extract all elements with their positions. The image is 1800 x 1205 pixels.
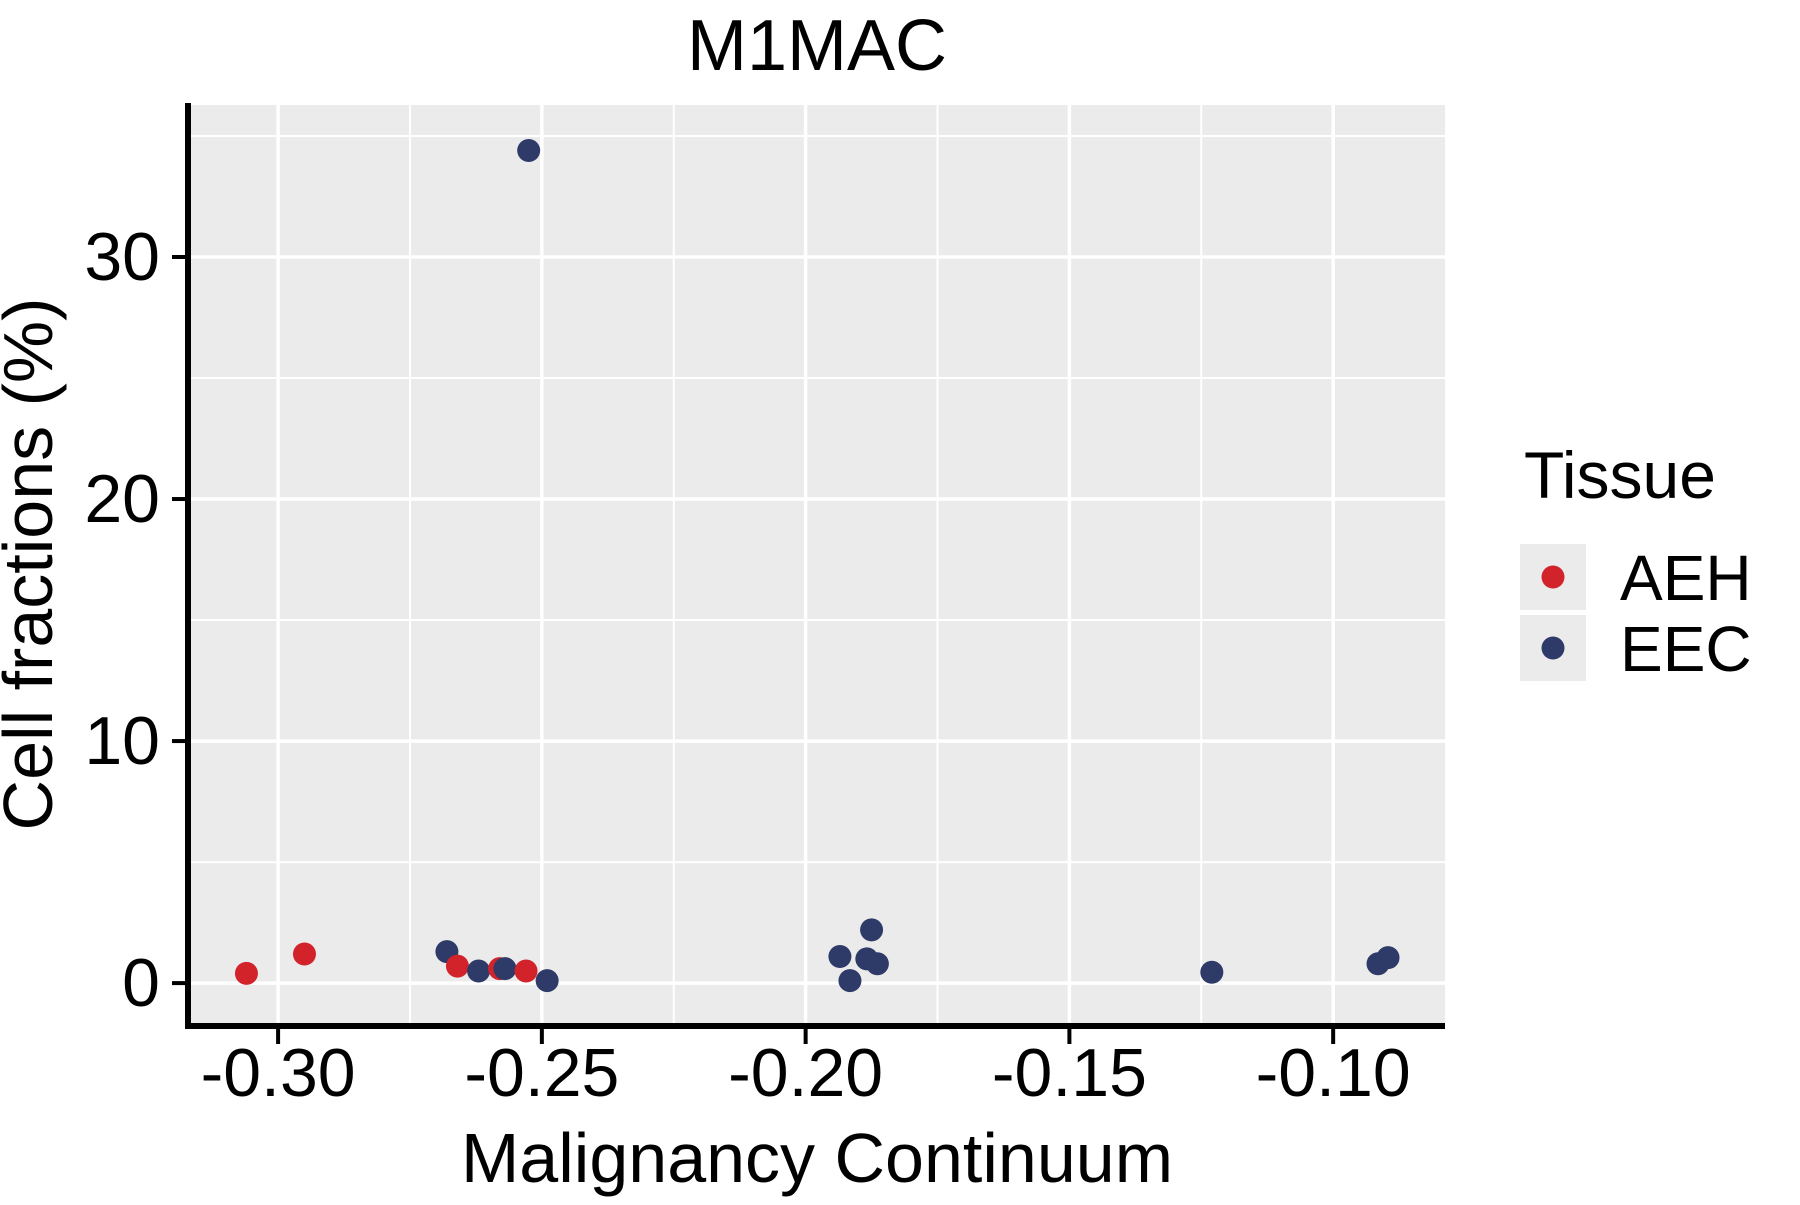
legend-label-aeh: AEH: [1620, 542, 1752, 614]
y-axis-title: Cell fractions (%): [0, 298, 67, 831]
data-point-eec: [467, 959, 491, 983]
data-point-eec: [860, 918, 884, 942]
y-axis-ticks: 0 10 20 30: [84, 219, 187, 1021]
data-point-eec: [865, 952, 889, 976]
data-point-eec: [838, 969, 862, 993]
data-point-aeh: [292, 942, 316, 966]
data-point-eec: [493, 957, 517, 981]
legend-title: Tissue: [1524, 438, 1716, 512]
y-tick-label: 30: [84, 219, 160, 295]
legend: Tissue AEH EEC: [1520, 438, 1752, 685]
major-gridlines: [190, 105, 1445, 1024]
plot-panel: [190, 105, 1445, 1024]
y-tick-label: 20: [84, 461, 160, 537]
x-tick-label: -0.10: [1256, 1035, 1411, 1111]
y-tick-label: 10: [84, 703, 160, 779]
x-tick-label: -0.15: [992, 1035, 1147, 1111]
data-point-aeh: [514, 959, 538, 983]
data-point-eec: [517, 139, 541, 163]
x-axis-title: Malignancy Continuum: [461, 1119, 1173, 1197]
legend-dot-eec-icon: [1541, 636, 1565, 660]
data-point-eec: [535, 969, 559, 993]
x-tick-label: -0.20: [728, 1035, 883, 1111]
data-point-eec: [1200, 960, 1224, 984]
y-tick-label: 0: [122, 945, 160, 1021]
data-points-layer: [234, 139, 1400, 993]
x-tick-label: -0.25: [464, 1035, 619, 1111]
data-point-eec: [828, 944, 852, 968]
legend-dot-aeh-icon: [1541, 565, 1565, 589]
plot-title: M1MAC: [687, 6, 947, 86]
data-point-aeh: [445, 954, 469, 978]
data-point-aeh: [234, 961, 258, 985]
x-axis-ticks: -0.30 -0.25 -0.20 -0.15 -0.10: [201, 1029, 1411, 1111]
data-point-eec: [1376, 946, 1400, 970]
x-tick-label: -0.30: [201, 1035, 356, 1111]
legend-label-eec: EEC: [1620, 613, 1752, 685]
